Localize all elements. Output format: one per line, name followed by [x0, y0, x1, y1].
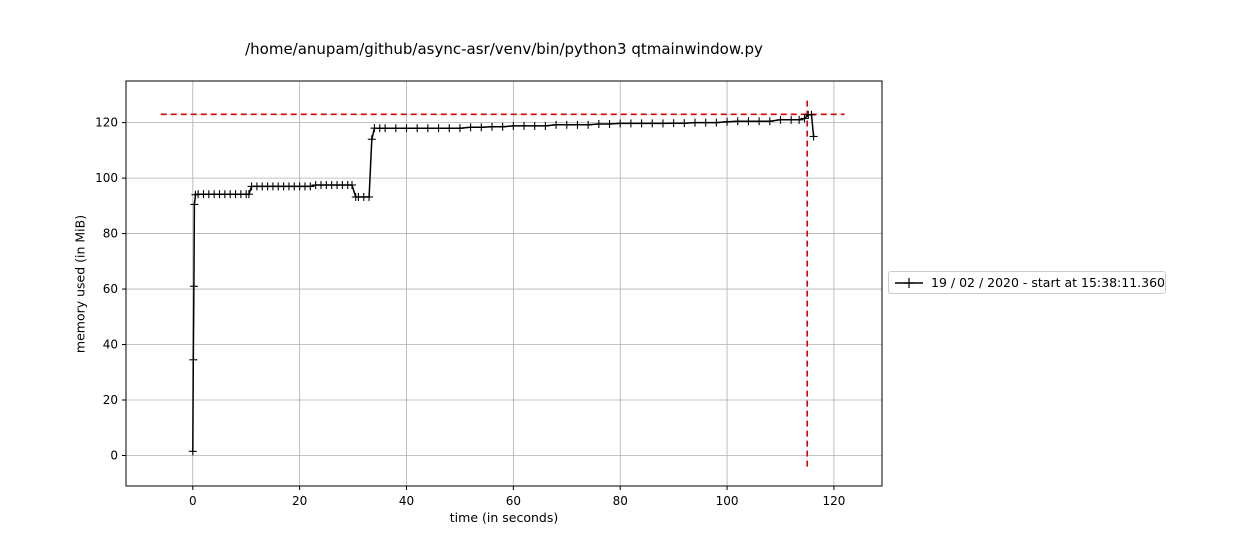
data-point-marker	[584, 120, 593, 129]
x-axis-label: time (in seconds)	[449, 510, 559, 525]
data-point-marker	[669, 119, 678, 128]
y-tick-label: 60	[103, 282, 118, 296]
data-point-marker	[402, 124, 411, 133]
x-tick-label: 120	[822, 494, 845, 508]
data-point-marker	[691, 118, 700, 127]
data-point-marker	[190, 200, 199, 209]
y-tick-label: 100	[95, 171, 118, 185]
legend-entry-label: 19 / 02 / 2020 - start at 15:38:11.360	[931, 275, 1165, 290]
y-axis-label: memory used (in MiB)	[72, 214, 88, 354]
data-point-marker	[391, 124, 400, 133]
data-point-marker	[498, 122, 507, 131]
x-tick-label: 0	[189, 494, 197, 508]
data-point-marker	[244, 190, 253, 199]
data-point-marker	[616, 119, 625, 128]
y-tick-label: 0	[110, 448, 118, 462]
x-tick-label: 60	[506, 494, 521, 508]
data-point-marker	[605, 119, 614, 128]
data-point-marker	[648, 119, 657, 128]
data-point-marker	[509, 121, 518, 130]
data-point-marker	[701, 118, 710, 127]
plot-frame	[125, 80, 883, 487]
data-point-marker	[477, 123, 486, 132]
data-point-marker	[744, 117, 753, 126]
data-point-marker	[520, 121, 529, 130]
data-point-marker	[800, 114, 809, 123]
x-tick-label: 100	[716, 494, 739, 508]
y-tick-label: 80	[103, 227, 118, 241]
data-point-marker	[765, 117, 774, 126]
data-point-marker	[658, 119, 667, 128]
data-point-marker	[755, 117, 764, 126]
data-point-marker	[445, 124, 454, 133]
y-tick-label: 20	[103, 393, 118, 407]
x-tick-label: 80	[613, 494, 628, 508]
data-point-marker	[487, 122, 496, 131]
data-point-marker	[434, 124, 443, 133]
data-point-marker	[807, 110, 816, 119]
data-point-marker	[188, 447, 197, 456]
data-point-marker	[423, 124, 432, 133]
data-point-marker	[723, 117, 732, 126]
x-tick-label: 40	[399, 494, 414, 508]
data-point-marker	[733, 117, 742, 126]
chart-title: /home/anupam/github/async-asr/venv/bin/p…	[245, 40, 763, 58]
data-point-marker	[365, 192, 374, 201]
data-point-marker	[552, 120, 561, 129]
data-point-marker	[381, 124, 390, 133]
data-point-marker	[712, 118, 721, 127]
data-point-marker	[466, 123, 475, 132]
data-point-marker	[809, 132, 818, 141]
data-point-marker	[367, 135, 376, 144]
data-point-marker	[594, 119, 603, 128]
series-line	[192, 114, 815, 452]
data-point-marker	[776, 115, 785, 124]
data-point-marker	[413, 124, 422, 133]
data-point-marker	[306, 182, 315, 191]
data-point-marker	[189, 355, 198, 364]
data-point-marker	[787, 115, 796, 124]
data-point-marker	[455, 124, 464, 133]
data-point-marker	[626, 119, 635, 128]
y-tick-label: 120	[95, 116, 118, 130]
y-tick-label: 40	[103, 338, 118, 352]
data-point-marker	[795, 115, 804, 124]
legend-line-marker-icon	[895, 277, 923, 288]
data-point-marker	[541, 121, 550, 130]
data-point-marker	[347, 181, 356, 190]
data-point-marker	[530, 121, 539, 130]
data-point-marker	[637, 119, 646, 128]
data-point-marker	[573, 120, 582, 129]
data-point-marker	[562, 120, 571, 129]
data-point-marker	[680, 119, 689, 128]
legend: 19 / 02 / 2020 - start at 15:38:11.360	[888, 271, 1166, 294]
data-point-marker	[189, 282, 198, 291]
x-tick-label: 20	[292, 494, 307, 508]
